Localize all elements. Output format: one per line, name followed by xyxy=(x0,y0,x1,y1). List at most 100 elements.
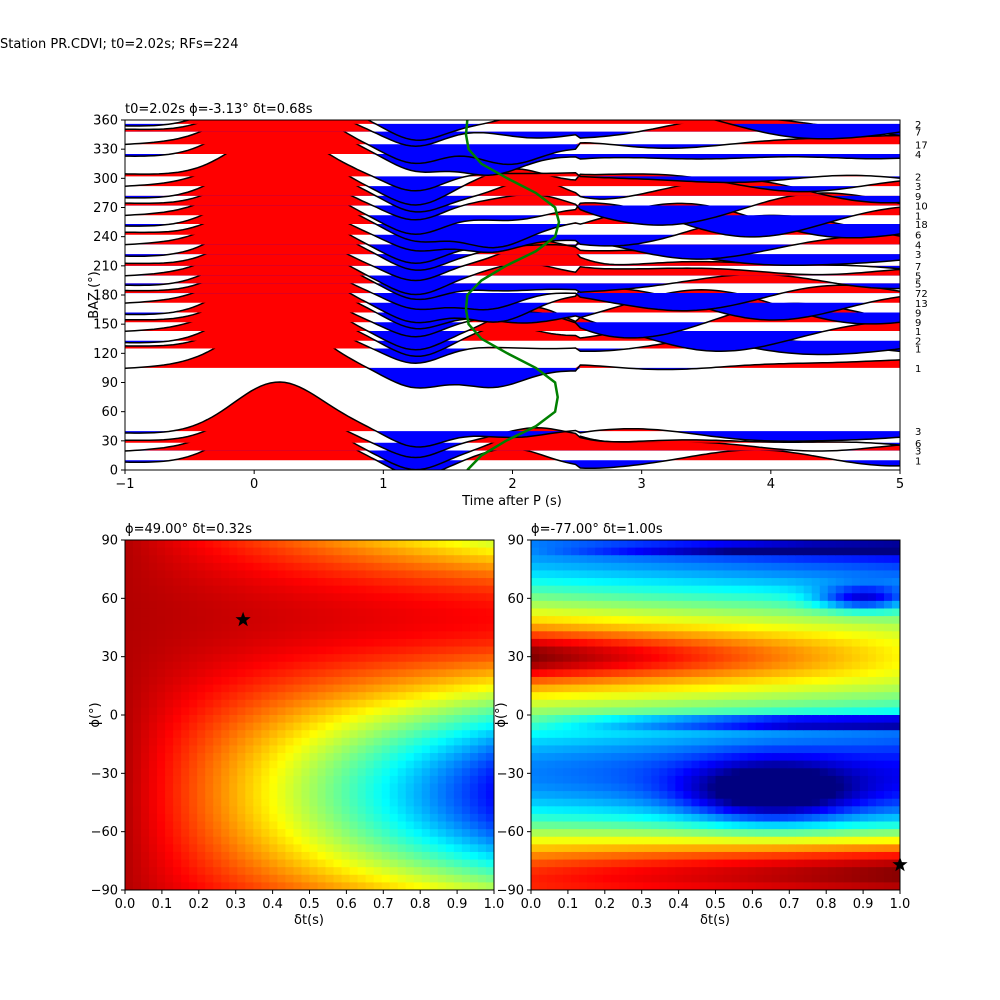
energy-map-right-cell xyxy=(603,661,612,670)
energy-map-right-cell xyxy=(571,578,580,587)
energy-map-left-cell xyxy=(477,585,487,594)
energy-map-right-cell xyxy=(883,631,893,640)
energy-map-right-cell xyxy=(531,707,540,716)
energy-map-right-cell xyxy=(891,836,900,845)
energy-map-right-cell xyxy=(819,578,829,587)
energy-map-left-cell xyxy=(237,654,246,663)
energy-map-right-cell xyxy=(787,821,797,830)
energy-map-left-cell xyxy=(437,813,447,823)
energy-map-right-cell xyxy=(875,821,885,830)
energy-map-left-cell xyxy=(261,836,270,845)
energy-map-right-cell xyxy=(619,806,628,815)
energy-map-left-cell xyxy=(229,623,238,632)
energy-map-left-cell xyxy=(229,722,238,731)
energy-map-left-cell xyxy=(421,600,431,610)
energy-map-right-cell xyxy=(611,867,620,876)
energy-map-right-cell xyxy=(659,707,668,716)
energy-map-left-cell xyxy=(301,783,311,792)
energy-map-right-cell xyxy=(835,600,845,610)
energy-map-right-cell xyxy=(603,806,612,815)
energy-map-right-cell xyxy=(603,753,612,762)
energy-map-right-cell xyxy=(739,783,749,792)
energy-map-left-cell xyxy=(461,768,471,777)
energy-map-right-cell xyxy=(739,745,749,754)
energy-map-right-cell xyxy=(835,654,845,663)
energy-map-left-cell xyxy=(357,547,367,556)
energy-map-right-cell xyxy=(859,760,869,769)
energy-map-right-cell xyxy=(531,851,540,861)
energy-map-left-cell xyxy=(397,654,407,663)
energy-map-right-cell xyxy=(531,775,540,785)
energy-map-left-cell xyxy=(141,844,150,853)
energy-map-right-cell xyxy=(859,585,869,594)
energy-map-left-cell xyxy=(453,821,463,830)
energy-map-right-cell xyxy=(611,661,620,670)
energy-map-left-cell xyxy=(213,578,222,587)
energy-map-left-cell xyxy=(445,753,455,762)
rf-trace-line xyxy=(125,120,900,147)
energy-map-left-cell xyxy=(381,692,391,701)
energy-map-right-cell xyxy=(739,616,749,625)
energy-map-right-cell xyxy=(755,745,765,754)
energy-map-left-cell xyxy=(125,874,134,883)
energy-map-left-cell xyxy=(461,753,471,762)
energy-map-right-cell xyxy=(667,791,676,800)
energy-map-right-cell xyxy=(883,562,893,572)
energy-map-right-cell xyxy=(883,707,893,716)
energy-map-right-cell xyxy=(555,737,564,747)
energy-map-left-cell xyxy=(405,844,415,853)
energy-map-right-cell xyxy=(891,676,900,686)
energy-map-left-cell xyxy=(373,882,383,890)
energy-map-left-cell xyxy=(253,882,262,890)
energy-map-right-cell xyxy=(691,692,701,701)
energy-map-left-cell xyxy=(437,578,447,587)
energy-map-left-cell xyxy=(405,600,415,610)
energy-map-left-cell xyxy=(157,646,166,655)
energy-map-right-cell xyxy=(659,547,668,556)
energy-map-right-cell xyxy=(875,646,885,655)
energy-map-left-cell xyxy=(453,791,463,800)
energy-map-right-cell xyxy=(843,760,853,769)
energy-map-right-cell xyxy=(611,745,620,754)
energy-map-right-cell xyxy=(803,768,813,777)
energy-map-left-cell xyxy=(309,676,319,686)
energy-map-right-cell xyxy=(627,737,636,747)
energy-map-left-cell xyxy=(373,661,383,670)
energy-map-left-cell xyxy=(429,585,439,594)
energy-map-left-cell xyxy=(277,737,287,747)
energy-map-left-cell xyxy=(357,882,367,890)
energy-map-left-cell xyxy=(477,775,487,785)
energy-map-left-cell xyxy=(165,768,174,777)
energy-map-left-cell xyxy=(445,791,455,800)
energy-map-right-cell xyxy=(619,859,628,868)
energy-map-right-cell xyxy=(563,783,572,792)
energy-map-left-cell xyxy=(237,540,246,549)
energy-map-right-cell xyxy=(755,593,765,602)
energy-map-left-cell xyxy=(149,867,158,876)
energy-map-left-cell xyxy=(389,791,399,800)
energy-map-left-cell xyxy=(205,791,214,800)
energy-map-left-cell xyxy=(477,661,487,670)
energy-map-left-cell xyxy=(293,798,303,807)
energy-map-right-cell xyxy=(843,631,853,640)
energy-map-right-cell xyxy=(739,737,749,747)
energy-map-left-cell xyxy=(253,737,262,747)
energy-map-left-cell xyxy=(301,813,311,823)
energy-map-right-cell xyxy=(803,638,813,648)
energy-map-right-cell xyxy=(771,745,781,754)
energy-map-right-cell xyxy=(731,593,741,602)
energy-map-left-cell xyxy=(245,844,254,853)
energy-map-right-cell xyxy=(715,813,725,823)
energy-map-right-cell xyxy=(795,646,805,655)
energy-map-left-cell xyxy=(221,768,230,777)
energy-map-left-cell xyxy=(429,730,439,739)
energy-map-left-cell xyxy=(133,859,142,868)
energy-map-left-cell xyxy=(173,593,182,602)
energy-map-left-cell xyxy=(485,760,494,769)
energy-map-right-cell xyxy=(755,851,765,861)
energy-map-left-cell xyxy=(181,745,190,754)
energy-map-left-cell xyxy=(317,676,327,686)
energy-map-left-cell xyxy=(221,783,230,792)
rf-positive-fill xyxy=(125,120,900,124)
energy-map-left-cell xyxy=(325,730,335,739)
